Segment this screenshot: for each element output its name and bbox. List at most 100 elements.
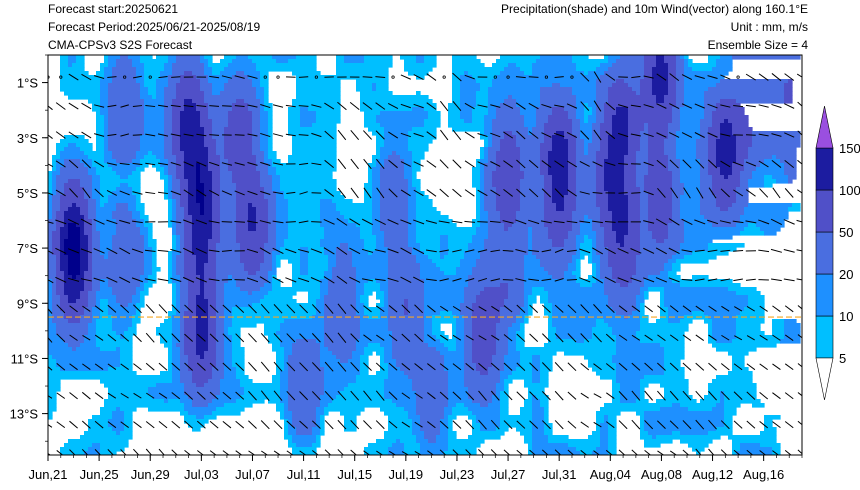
precip-cell — [628, 283, 645, 288]
wind-vector — [541, 160, 552, 168]
precip-cell — [232, 351, 245, 356]
wind-vector — [324, 420, 334, 430]
precip-cell — [716, 59, 733, 64]
precip-cell — [720, 171, 733, 176]
precip-cell — [624, 171, 637, 176]
wind-vector — [771, 103, 782, 109]
wind-vector — [681, 132, 693, 138]
precip-cell — [640, 379, 689, 384]
wind-vector — [464, 189, 475, 197]
precip-cell — [712, 115, 749, 120]
precip-cell — [388, 307, 405, 312]
precip-cell — [488, 367, 505, 372]
precip-cell — [404, 371, 449, 376]
wind-vector — [439, 100, 449, 112]
precip-cell — [208, 335, 217, 340]
precip-cell — [276, 331, 325, 336]
precip-cell — [168, 279, 173, 284]
precip-cell — [224, 135, 253, 140]
precip-cell — [172, 151, 185, 156]
precip-cell — [496, 155, 521, 160]
wind-vector — [272, 104, 284, 108]
precip-cell — [124, 415, 133, 420]
precip-cell — [512, 131, 529, 136]
wind-vector — [387, 219, 399, 225]
x-tick-label: Jul,27 — [491, 467, 526, 482]
wind-vector — [323, 247, 335, 255]
precip-cell — [268, 155, 277, 160]
precip-cell — [48, 187, 53, 192]
precip-cell — [488, 135, 493, 140]
precip-cell — [220, 379, 241, 384]
precip-cell — [736, 199, 749, 204]
precip-cell — [684, 219, 709, 224]
precip-cell — [552, 111, 569, 116]
precip-cell — [104, 71, 113, 76]
precip-cell — [208, 323, 217, 328]
precip-cell — [280, 327, 325, 332]
precip-cell — [588, 235, 597, 240]
precip-cell — [488, 95, 509, 100]
precip-cell — [388, 367, 401, 372]
precip-cell — [356, 287, 365, 292]
precip-cell — [132, 171, 141, 176]
precip-cell — [108, 251, 145, 256]
y-tick-label: 5°S — [17, 186, 38, 201]
precip-cell — [540, 55, 573, 60]
precip-cell — [564, 239, 577, 244]
precip-cell — [608, 451, 617, 455]
precip-cell — [564, 243, 577, 248]
precip-cell — [516, 99, 541, 104]
precip-cell — [568, 167, 577, 172]
precip-cell — [700, 167, 709, 172]
precip-cell — [528, 239, 533, 244]
precip-cell — [408, 143, 429, 148]
x-tick-label: Aug,08 — [641, 467, 682, 482]
precip-cell — [60, 231, 69, 236]
precip-cell — [600, 63, 613, 68]
precip-cell — [92, 159, 105, 164]
wind-vector — [93, 219, 105, 225]
precip-cell — [224, 343, 233, 348]
ensemble-size: Ensemble Size = 4 — [707, 38, 808, 52]
precip-cell — [412, 155, 425, 160]
precip-cell — [456, 271, 473, 276]
precip-cell — [96, 319, 113, 324]
precip-cell — [376, 119, 425, 124]
precip-cell — [588, 115, 597, 120]
wind-vector — [222, 391, 232, 400]
precip-cell — [160, 175, 169, 180]
precip-cell — [360, 295, 369, 300]
precip-cell — [208, 151, 217, 156]
precip-cell — [380, 171, 405, 176]
precip-cell — [148, 239, 157, 244]
precip-cell — [108, 95, 141, 100]
wind-vector — [644, 390, 654, 401]
precip-cell — [372, 159, 377, 164]
precip-cell — [172, 187, 181, 192]
precip-cell — [628, 207, 641, 212]
wind-vector — [209, 304, 219, 313]
precip-cell — [704, 91, 785, 96]
precip-cell — [172, 319, 181, 324]
wind-vector — [529, 304, 539, 313]
precip-cell — [224, 155, 257, 160]
precip-cell — [260, 287, 273, 292]
precip-cell — [224, 371, 237, 376]
precip-cell — [636, 307, 641, 312]
precip-cell — [264, 283, 273, 288]
wind-vector — [708, 448, 715, 455]
precip-cell — [348, 243, 365, 248]
wind-vector — [784, 334, 794, 341]
precip-cell — [388, 275, 421, 280]
precip-cell — [664, 267, 673, 272]
precip-cell — [596, 111, 605, 116]
precip-cell — [564, 199, 577, 204]
precip-cell — [196, 199, 205, 204]
precip-cell — [184, 231, 193, 236]
wind-vector — [286, 420, 296, 429]
wind-vector — [644, 362, 654, 371]
precip-cell — [740, 447, 773, 452]
precip-cell — [572, 127, 581, 132]
precip-cell — [88, 259, 93, 264]
